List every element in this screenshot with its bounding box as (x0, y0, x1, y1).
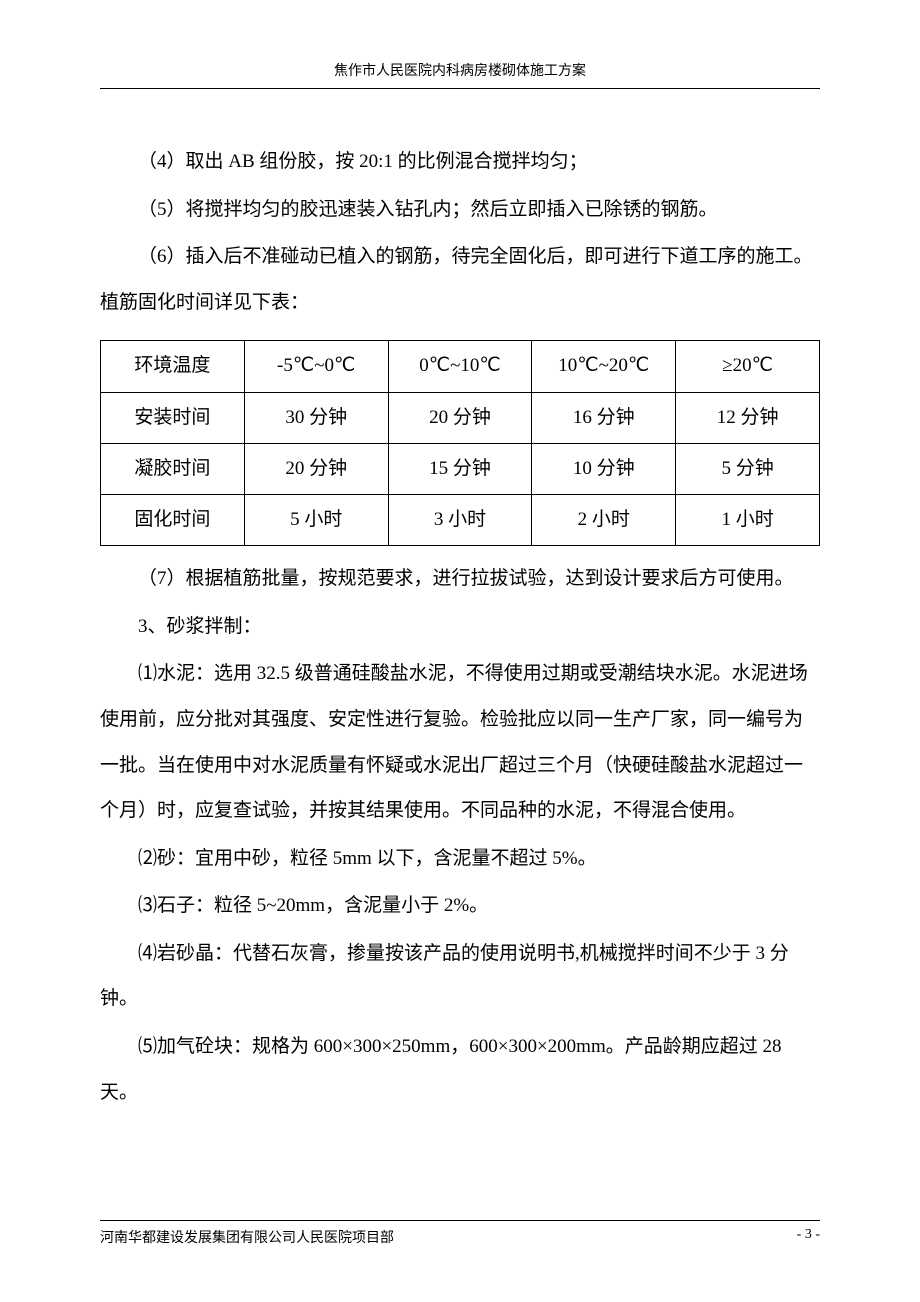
table-cell: 16 分钟 (532, 392, 676, 443)
paragraph-4: （4）取出 AB 组份胶，按 20:1 的比例混合搅拌均匀； (100, 139, 820, 185)
document-content: （4）取出 AB 组份胶，按 20:1 的比例混合搅拌均匀； （5）将搅拌均匀的… (100, 139, 820, 1115)
table-cell: 12 分钟 (676, 392, 820, 443)
table-cell: 环境温度 (101, 341, 245, 392)
table-row: 凝胶时间 20 分钟 15 分钟 10 分钟 5 分钟 (101, 443, 820, 494)
table-cell: 30 分钟 (244, 392, 388, 443)
footer-page-number: - 3 - (797, 1227, 820, 1247)
table-cell: 15 分钟 (388, 443, 532, 494)
table-cell: 3 小时 (388, 494, 532, 545)
table-cell: 5 分钟 (676, 443, 820, 494)
table-header-row: 环境温度 -5℃~0℃ 0℃~10℃ 10℃~20℃ ≥20℃ (101, 341, 820, 392)
table-cell: 5 小时 (244, 494, 388, 545)
paragraph-6: （6）插入后不准碰动已植入的钢筋，待完全固化后，即可进行下道工序的施工。植筋固化… (100, 234, 820, 325)
table-cell: 0℃~10℃ (388, 341, 532, 392)
table-cell: -5℃~0℃ (244, 341, 388, 392)
item-4: ⑷岩砂晶：代替石灰膏，掺量按该产品的使用说明书,机械搅拌时间不少于 3 分钟。 (100, 931, 820, 1022)
paragraph-5: （5）将搅拌均匀的胶迅速装入钻孔内；然后立即插入已除锈的钢筋。 (100, 187, 820, 233)
header-title: 焦作市人民医院内科病房楼砌体施工方案 (334, 64, 586, 79)
page-header: 焦作市人民医院内科病房楼砌体施工方案 (100, 60, 820, 89)
table-cell: 20 分钟 (244, 443, 388, 494)
page-footer: 河南华都建设发展集团有限公司人民医院项目部 - 3 - (100, 1220, 820, 1247)
table-row: 安装时间 30 分钟 20 分钟 16 分钟 12 分钟 (101, 392, 820, 443)
table-cell: 1 小时 (676, 494, 820, 545)
paragraph-7: （7）根据植筋批量，按规范要求，进行拉拔试验，达到设计要求后方可使用。 (100, 556, 820, 602)
item-2: ⑵砂：宜用中砂，粒径 5mm 以下，含泥量不超过 5%。 (100, 836, 820, 882)
table-cell: 10℃~20℃ (532, 341, 676, 392)
item-1: ⑴水泥：选用 32.5 级普通硅酸盐水泥，不得使用过期或受潮结块水泥。水泥进场使… (100, 651, 820, 833)
table-cell: 固化时间 (101, 494, 245, 545)
table-cell: 10 分钟 (532, 443, 676, 494)
table-cell: 2 小时 (532, 494, 676, 545)
table-cell: 凝胶时间 (101, 443, 245, 494)
table-cell: 20 分钟 (388, 392, 532, 443)
footer-left: 河南华都建设发展集团有限公司人民医院项目部 (100, 1227, 394, 1247)
curing-time-table: 环境温度 -5℃~0℃ 0℃~10℃ 10℃~20℃ ≥20℃ 安装时间 30 … (100, 340, 820, 546)
item-3: ⑶石子：粒径 5~20mm，含泥量小于 2%。 (100, 883, 820, 929)
table-cell: 安装时间 (101, 392, 245, 443)
section-3-title: 3、砂浆拌制： (100, 604, 820, 650)
table-row: 固化时间 5 小时 3 小时 2 小时 1 小时 (101, 494, 820, 545)
table-cell: ≥20℃ (676, 341, 820, 392)
item-5: ⑸加气砼块：规格为 600×300×250mm，600×300×200mm。产品… (100, 1024, 820, 1115)
